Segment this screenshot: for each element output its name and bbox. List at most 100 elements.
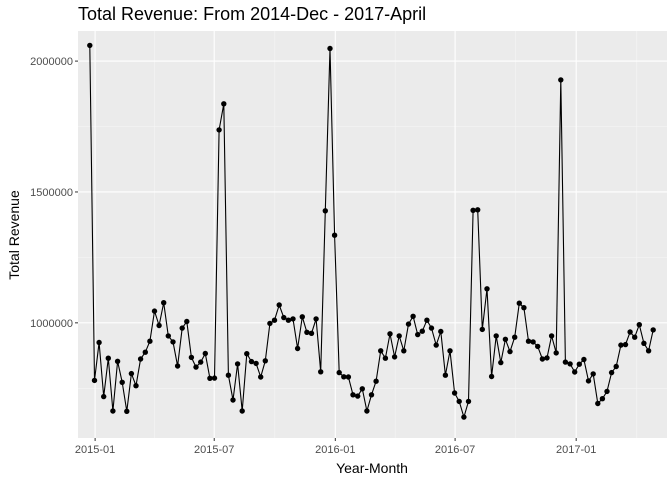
data-point bbox=[562, 359, 569, 365]
data-point bbox=[262, 358, 268, 364]
data-point bbox=[198, 359, 204, 365]
data-point bbox=[137, 356, 144, 362]
data-point bbox=[91, 377, 98, 384]
data-point bbox=[290, 316, 296, 322]
data-point bbox=[632, 334, 638, 340]
data-point bbox=[447, 348, 453, 354]
data-point bbox=[161, 300, 167, 306]
x-tick-label: 2015-07 bbox=[194, 444, 234, 456]
data-point bbox=[544, 355, 550, 361]
data-point bbox=[650, 327, 656, 333]
chart-title: Total Revenue: From 2014-Dec - 2017-Apri… bbox=[78, 4, 427, 24]
data-point bbox=[147, 338, 153, 344]
data-point bbox=[258, 374, 264, 380]
data-point bbox=[267, 320, 273, 327]
data-point bbox=[525, 338, 532, 344]
data-point bbox=[188, 354, 195, 361]
data-point bbox=[221, 101, 227, 107]
data-point bbox=[521, 305, 527, 311]
data-point bbox=[234, 361, 241, 367]
data-point bbox=[475, 207, 481, 213]
data-point bbox=[645, 348, 652, 354]
x-tick-label: 2016-01 bbox=[315, 444, 355, 456]
data-point bbox=[114, 358, 121, 364]
data-point bbox=[156, 322, 162, 329]
data-point bbox=[558, 77, 564, 83]
data-point bbox=[299, 314, 305, 320]
data-point bbox=[239, 408, 245, 414]
data-point bbox=[539, 356, 546, 362]
data-point bbox=[613, 363, 619, 370]
data-point bbox=[530, 339, 536, 345]
y-axis: 1000000 1500000 2000000 bbox=[30, 56, 78, 330]
data-point bbox=[128, 370, 135, 377]
data-point bbox=[170, 339, 176, 345]
data-point bbox=[581, 356, 587, 363]
data-point bbox=[216, 127, 222, 133]
data-point bbox=[608, 369, 615, 376]
data-point bbox=[225, 372, 232, 378]
y-tick-label: 1000000 bbox=[30, 318, 73, 330]
data-point bbox=[350, 392, 356, 398]
data-point bbox=[230, 397, 236, 403]
data-point bbox=[622, 341, 629, 348]
data-point bbox=[456, 398, 462, 405]
data-point bbox=[184, 318, 190, 325]
data-point bbox=[253, 360, 259, 367]
data-point bbox=[451, 390, 458, 396]
data-point bbox=[415, 331, 421, 338]
data-point bbox=[488, 373, 495, 380]
data-point bbox=[318, 369, 324, 375]
data-point bbox=[535, 343, 541, 350]
data-point bbox=[165, 333, 171, 339]
data-point bbox=[442, 372, 449, 378]
data-point bbox=[96, 339, 102, 346]
data-point bbox=[498, 359, 504, 366]
series-points bbox=[87, 42, 656, 420]
data-point bbox=[567, 361, 573, 367]
data-point bbox=[595, 400, 601, 407]
data-point bbox=[294, 345, 301, 352]
data-point bbox=[355, 393, 361, 399]
data-point bbox=[341, 374, 347, 380]
x-tick-label: 2015-01 bbox=[75, 444, 115, 456]
x-tick-label: 2017-01 bbox=[556, 444, 596, 456]
data-point bbox=[419, 328, 425, 334]
data-point bbox=[211, 375, 218, 381]
data-point bbox=[276, 302, 282, 308]
data-point bbox=[599, 396, 606, 402]
data-point bbox=[151, 308, 158, 314]
data-point bbox=[207, 375, 213, 381]
y-axis-title: Total Revenue bbox=[6, 190, 22, 280]
data-point bbox=[604, 388, 610, 395]
data-point bbox=[368, 392, 375, 398]
data-point bbox=[322, 208, 328, 214]
data-point bbox=[101, 393, 107, 400]
data-point bbox=[438, 328, 444, 335]
data-point bbox=[433, 342, 439, 348]
data-point bbox=[336, 369, 342, 376]
data-point bbox=[142, 349, 148, 355]
data-point bbox=[461, 414, 467, 420]
y-tick-label: 1500000 bbox=[30, 187, 73, 199]
data-point bbox=[87, 42, 93, 49]
data-point bbox=[124, 408, 130, 414]
data-point bbox=[424, 317, 430, 323]
data-point bbox=[470, 207, 476, 213]
data-point bbox=[405, 321, 412, 327]
data-point bbox=[119, 379, 125, 385]
data-point bbox=[401, 348, 407, 354]
data-point bbox=[572, 369, 578, 375]
data-point bbox=[174, 363, 181, 369]
data-point bbox=[285, 317, 292, 323]
data-point bbox=[345, 374, 352, 380]
data-point bbox=[387, 331, 393, 337]
data-point bbox=[327, 45, 333, 52]
data-point bbox=[410, 313, 416, 319]
data-point bbox=[479, 326, 485, 333]
data-point bbox=[502, 336, 509, 342]
data-point bbox=[331, 232, 338, 238]
data-point bbox=[313, 316, 319, 322]
data-point bbox=[548, 333, 555, 339]
data-point bbox=[618, 342, 624, 348]
